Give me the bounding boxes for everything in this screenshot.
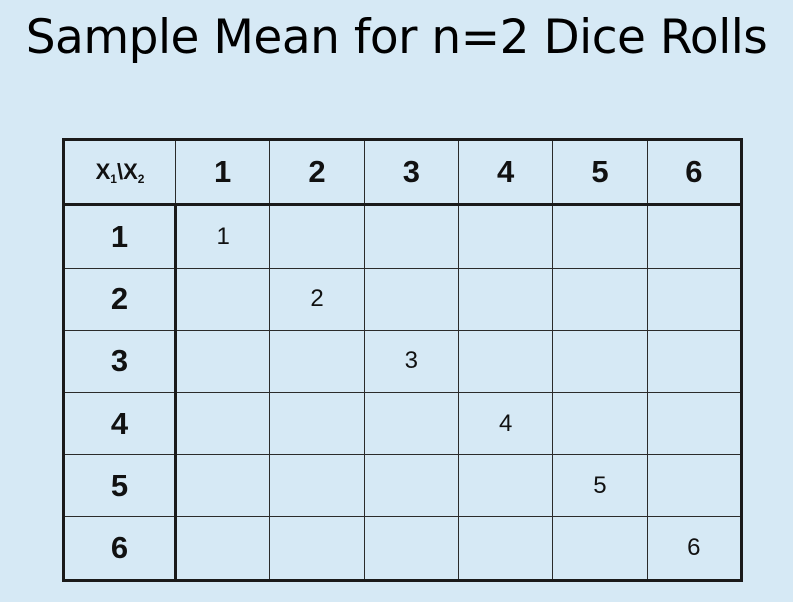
table-cell — [174, 329, 271, 393]
slide-title: Sample Mean for n=2 Dice Rolls — [25, 10, 768, 65]
table-cell: 4 — [457, 391, 554, 456]
dice-outcome-table: X1\X2 1 2 3 4 5 6 1 1 2 — [62, 138, 743, 582]
column-header: 5 — [552, 139, 648, 206]
header-row: X1\X2 1 2 3 4 5 6 — [63, 139, 743, 206]
table-row: 2 2 — [63, 267, 743, 331]
table-cell — [457, 267, 554, 331]
table-cell — [174, 391, 271, 456]
table-cell: 1 — [174, 204, 271, 269]
table-cell — [269, 204, 365, 269]
row-header: 6 — [63, 516, 177, 581]
table-cell — [457, 204, 554, 269]
corner-header: X1\X2 — [63, 139, 176, 206]
table-cell: 6 — [646, 516, 743, 581]
table-cell — [269, 454, 365, 518]
table-cell — [174, 267, 271, 331]
table-cell — [457, 454, 554, 518]
table-cell — [646, 454, 743, 518]
dice-table-container: X1\X2 1 2 3 4 5 6 1 1 2 — [62, 138, 743, 582]
column-header: 1 — [174, 139, 271, 206]
table-cell — [363, 516, 459, 581]
table-cell — [363, 454, 459, 518]
table-cell — [363, 204, 459, 269]
table-cell — [269, 391, 365, 456]
column-header: 3 — [363, 139, 459, 206]
table-cell — [269, 329, 365, 393]
column-header: 6 — [646, 139, 743, 206]
table-cell — [552, 329, 648, 393]
table-cell — [363, 267, 459, 331]
table-cell — [552, 391, 648, 456]
column-header: 4 — [457, 139, 554, 206]
table-cell: 3 — [363, 329, 459, 393]
table-cell — [269, 516, 365, 581]
row-header: 5 — [63, 454, 177, 518]
table-cell — [646, 329, 743, 393]
table-row: 3 3 — [63, 329, 743, 393]
table-cell — [646, 204, 743, 269]
table-cell — [457, 516, 554, 581]
table-cell — [552, 204, 648, 269]
table-cell — [646, 267, 743, 331]
table-cell — [174, 454, 271, 518]
table-cell — [552, 516, 648, 581]
row-header: 3 — [63, 329, 177, 393]
table-cell: 5 — [552, 454, 648, 518]
table-cell — [457, 329, 554, 393]
table-cell — [646, 391, 743, 456]
table-cell — [552, 267, 648, 331]
column-header: 2 — [269, 139, 365, 206]
corner-label: X1\X2 — [95, 158, 145, 186]
row-header: 1 — [63, 204, 177, 269]
table-row: 6 6 — [63, 516, 743, 581]
row-header: 4 — [63, 391, 177, 456]
table-row: 4 4 — [63, 391, 743, 456]
row-header: 2 — [63, 267, 177, 331]
table-body: 1 1 2 2 3 3 — [63, 204, 743, 581]
table-row: 1 1 — [63, 204, 743, 269]
table-cell — [174, 516, 271, 581]
table-cell — [363, 391, 459, 456]
table-row: 5 5 — [63, 454, 743, 518]
table-cell: 2 — [269, 267, 365, 331]
